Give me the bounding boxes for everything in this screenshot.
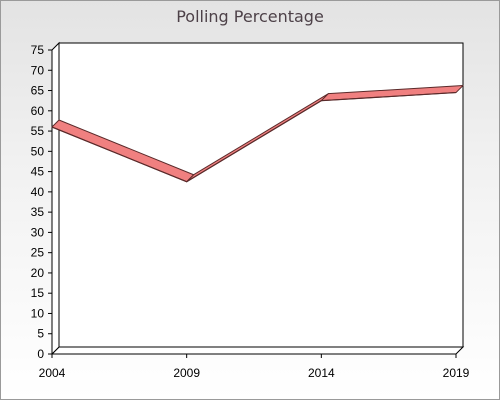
y-tick-label: 45	[31, 165, 45, 179]
y-tick-label: 35	[31, 205, 45, 219]
axes	[48, 41, 465, 358]
line-segment-edge	[51, 126, 187, 183]
y-tick-label: 65	[31, 84, 45, 98]
plot-back-wall	[58, 42, 464, 348]
y-tick-label: 20	[31, 266, 45, 280]
y-tick-label: 15	[31, 286, 45, 300]
y-tick-label: 40	[31, 185, 45, 199]
y-tick-label: 10	[31, 306, 45, 320]
line-segment-edge	[321, 91, 457, 102]
line-segment-edge	[186, 100, 322, 183]
x-tick-label: 2014	[308, 366, 335, 380]
x-tick-label: 2004	[39, 366, 66, 380]
plot-floor	[50, 346, 465, 355]
chart-title: Polling Percentage	[176, 7, 324, 26]
y-tick-label: 75	[31, 43, 45, 57]
series-line	[51, 85, 464, 183]
y-tick-label: 70	[31, 63, 45, 77]
x-tick-label: 2019	[443, 366, 470, 380]
y-tick-label: 50	[31, 144, 45, 158]
y-tick-label: 0	[37, 347, 44, 361]
plot-side-wall	[51, 41, 60, 356]
x-tick-label: 2009	[173, 366, 200, 380]
y-tick-label: 5	[37, 327, 44, 341]
y-tick-label: 55	[31, 124, 45, 138]
y-tick-label: 25	[31, 246, 45, 260]
y-tick-label: 30	[31, 225, 45, 239]
tick-labels: 0 5 10 15 20 25 30 35 40 45 50 55 60 65 70 75 2004 2009 20…	[31, 43, 470, 380]
y-tick-label: 60	[31, 104, 45, 118]
